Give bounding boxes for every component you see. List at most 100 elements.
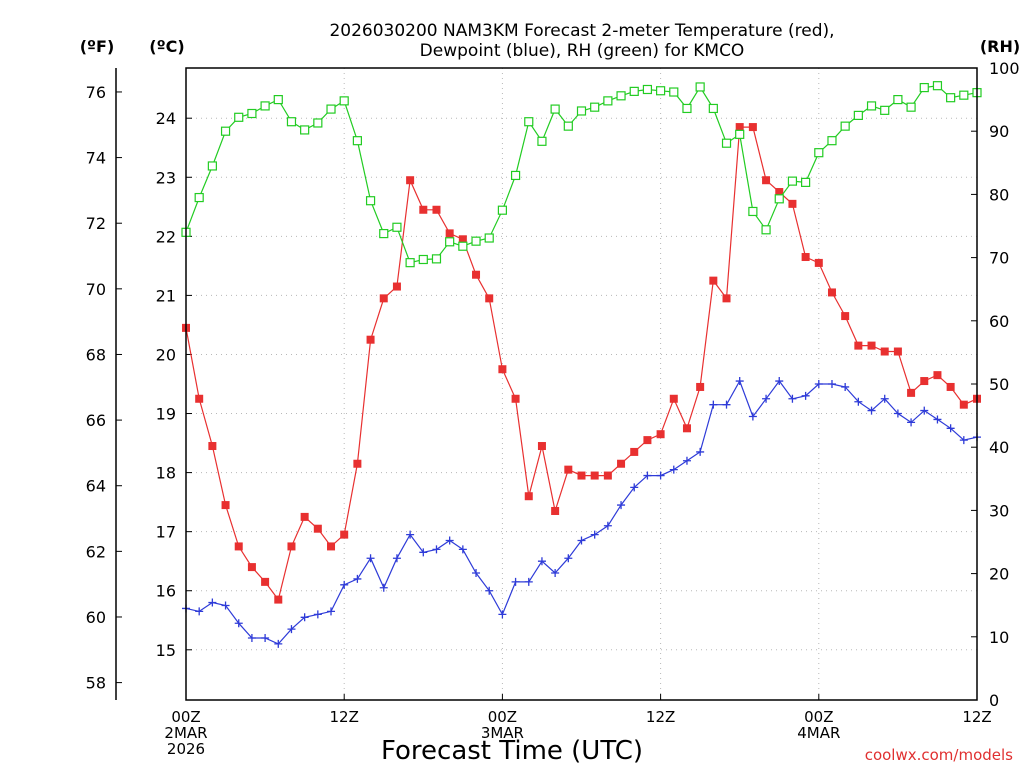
2-meter-temperature-point: [590, 471, 599, 480]
2-meter-temperature-point: [630, 447, 639, 456]
chart-title-line2: Dewpoint (blue), RH (green) for KMCO: [420, 41, 745, 61]
2-meter-temperature-point: [392, 282, 401, 291]
2-meter-temperature-point: [880, 347, 889, 356]
dewpoint-point: [827, 380, 836, 388]
dewpoint-point: [920, 406, 929, 415]
dewpoint-point: [485, 586, 494, 595]
dewpoint-point: [313, 610, 322, 619]
dewpoint-point: [327, 607, 336, 616]
dewpoint-point: [340, 580, 349, 589]
rh-point: [590, 102, 600, 112]
dewpoint-point: [656, 471, 665, 480]
celsius-tick-label: 16: [156, 582, 176, 601]
rh-tick-label: 0: [989, 691, 999, 710]
time-tick-label: 00Z: [804, 708, 833, 726]
dewpoint-point: [696, 447, 705, 456]
2-meter-temperature-point: [524, 492, 533, 501]
rh-point: [655, 86, 666, 96]
dewpoint-point: [590, 530, 599, 539]
dewpoint-point: [617, 501, 626, 510]
time-tick-label: 2026: [167, 740, 205, 758]
2-meter-temperature-point: [445, 229, 454, 238]
rh-point: [405, 258, 415, 268]
rh-point: [919, 82, 929, 93]
rh-tick-label: 70: [989, 249, 1009, 268]
rh-point: [708, 103, 718, 114]
rh-point: [695, 82, 705, 92]
dewpoint-point: [669, 465, 678, 474]
rh-unit-label: (RH): [980, 37, 1020, 56]
rh-point: [576, 106, 587, 116]
dewpoint-point: [867, 406, 876, 415]
2-meter-temperature-point: [511, 394, 520, 403]
time-tick-label: 2MAR: [164, 724, 207, 742]
rh-point: [774, 194, 784, 204]
2-meter-temperature-point: [247, 563, 256, 572]
dewpoint-point: [907, 418, 916, 427]
rh-point: [471, 236, 481, 246]
2-meter-temperature-point: [300, 512, 309, 521]
2-meter-temperature-point: [854, 341, 863, 350]
celsius-tick-label: 23: [156, 168, 176, 187]
fahrenheit-tick-label: 58: [86, 674, 106, 693]
rh-point: [603, 96, 613, 106]
rh-point: [880, 105, 890, 115]
dewpoint-point: [630, 483, 639, 492]
fahrenheit-tick-label: 72: [86, 214, 106, 233]
fahrenheit-tick-label: 76: [86, 83, 106, 102]
time-tick-label: 12Z: [962, 708, 991, 726]
rh-point: [313, 118, 323, 128]
rh-tick-label: 20: [989, 565, 1009, 584]
2-meter-temperature-point: [313, 524, 322, 533]
rh-point: [537, 136, 547, 146]
rh-point: [365, 196, 376, 206]
credit-link[interactable]: coolwx.com/models: [865, 746, 1013, 764]
dewpoint-point: [564, 554, 573, 563]
rh-point: [840, 121, 850, 131]
2-meter-temperature-point: [920, 377, 929, 386]
rh-point: [339, 96, 349, 106]
chart-title-line1: 2026030200 NAM3KM Forecast 2-meter Tempe…: [329, 21, 834, 41]
rh-point: [497, 205, 507, 215]
dewpoint-point: [208, 598, 217, 607]
2-meter-temperature-point: [472, 270, 481, 279]
rh-point: [735, 129, 745, 139]
2-meter-temperature-point: [801, 253, 810, 262]
dewpoint-point: [551, 569, 560, 578]
celsius-tick-label: 17: [156, 523, 176, 542]
data-series: [181, 81, 982, 648]
dewpoint-point: [274, 639, 283, 648]
celsius-tick-label: 24: [156, 109, 176, 128]
2-meter-temperature-point: [709, 276, 718, 285]
2-meter-temperature-point: [722, 294, 731, 303]
dewpoint-point: [801, 391, 810, 400]
celsius-tick-label: 18: [156, 464, 176, 483]
time-tick-label: 00Z: [488, 708, 517, 726]
rh-point: [787, 176, 798, 186]
dewpoint-point: [537, 557, 546, 566]
dewpoint-point: [841, 382, 850, 391]
2-meter-temperature-point: [682, 424, 691, 433]
2-meter-temperature-point: [696, 382, 705, 391]
dewpoint-point: [880, 394, 889, 403]
dewpoint-point: [893, 409, 902, 418]
dewpoint-point: [709, 400, 718, 409]
2-meter-temperature-point: [274, 595, 283, 604]
rh-point: [352, 136, 362, 146]
dewpoint-point: [959, 436, 968, 445]
2-meter-temperature-point: [221, 501, 230, 510]
time-tick-label: 12Z: [330, 708, 359, 726]
time-tick-label: 12Z: [646, 708, 675, 726]
dewpoint-point: [762, 394, 771, 403]
dewpoint-point: [524, 577, 533, 586]
x-axis-label: Forecast Time (UTC): [381, 736, 643, 766]
rh-point: [484, 233, 494, 243]
fahrenheit-tick-label: 68: [86, 345, 106, 364]
rh-tick-label: 90: [989, 122, 1009, 141]
2-meter-temperature-point: [485, 294, 494, 303]
2-meter-temperature-point: [669, 394, 678, 403]
time-tick-label: 3MAR: [481, 724, 524, 742]
2-meter-temperature-point: [406, 176, 415, 185]
fahrenheit-tick-label: 64: [86, 477, 106, 496]
